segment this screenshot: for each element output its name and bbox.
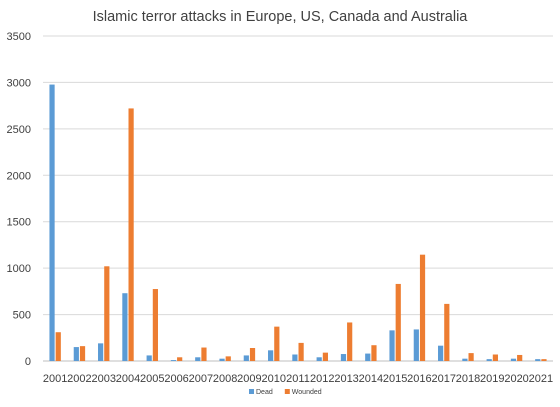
y-tick-label: 0 [25, 356, 31, 368]
y-tick-label: 3500 [7, 31, 31, 43]
bars [49, 84, 547, 362]
bar-dead-2007 [195, 357, 201, 361]
x-tick-label: 2018 [456, 373, 480, 385]
bar-dead-2019 [486, 359, 492, 361]
y-axis-ticks: 0 500 1000 1500 2000 2500 3000 3500 [7, 31, 31, 368]
bar-wounded-2002 [79, 346, 86, 361]
x-tick-label: 2006 [164, 373, 188, 385]
y-tick-label: 500 [13, 310, 31, 322]
gridlines [43, 35, 553, 362]
bar-wounded-2001 [55, 332, 61, 361]
y-tick-label: 2000 [7, 170, 31, 182]
bar-wounded-2018 [468, 353, 474, 361]
x-tick-label: 2008 [213, 373, 237, 385]
bar-wounded-2013 [347, 322, 353, 361]
bar-wounded-2011 [298, 342, 304, 361]
bar-wounded-2010 [274, 326, 280, 361]
bar-dead-2017 [438, 345, 444, 361]
x-tick-label: 2001 [43, 373, 67, 385]
bar-dead-2009 [243, 355, 249, 361]
bar-dead-2021 [535, 359, 541, 361]
bar-wounded-2005 [152, 289, 158, 361]
bar-wounded-2012 [322, 352, 328, 361]
y-tick-label: 3000 [7, 77, 31, 89]
bar-dead-2001 [49, 84, 55, 362]
bar-wounded-2015 [395, 283, 401, 361]
bar-wounded-2020 [517, 354, 523, 361]
bar-dead-2011 [292, 354, 298, 361]
x-tick-label: 2009 [237, 373, 261, 385]
x-tick-label: 2011 [286, 373, 310, 385]
x-tick-label: 2002 [67, 373, 91, 385]
x-tick-label: 2010 [261, 373, 285, 385]
x-tick-label: 2016 [407, 373, 431, 385]
bar-dead-2006 [170, 360, 177, 361]
bar-dead-2015 [389, 330, 395, 361]
bar-dead-2020 [510, 358, 517, 361]
legend-swatch-dead [249, 389, 254, 394]
x-tick-label: 2021 [529, 373, 553, 385]
legend: Dead Wounded [249, 389, 322, 396]
x-tick-label: 2003 [91, 373, 115, 385]
bar-wounded-2004 [128, 108, 134, 361]
bar-wounded-2008 [225, 356, 231, 361]
bar-wounded-2019 [492, 354, 498, 361]
bar-dead-2004 [122, 293, 128, 361]
x-tick-label: 2015 [383, 373, 407, 385]
bar-dead-2018 [462, 358, 468, 361]
x-tick-label: 2014 [359, 373, 383, 385]
bar-wounded-2009 [249, 348, 256, 361]
x-tick-label: 2005 [140, 373, 164, 385]
bar-wounded-2016 [419, 254, 426, 361]
bar-wounded-2006 [177, 357, 183, 361]
x-axis-ticks: 2001 2002 2003 2004 2005 2006 2007 2008 2009 2010… [43, 373, 553, 385]
bar-dead-2003 [98, 343, 104, 361]
y-tick-label: 1500 [7, 217, 31, 229]
bar-wounded-2017 [444, 303, 450, 361]
bar-dead-2016 [413, 329, 419, 361]
x-tick-label: 2004 [116, 373, 140, 385]
y-tick-label: 2500 [7, 124, 31, 136]
legend-label-wounded: Wounded [292, 389, 322, 396]
bar-wounded-2014 [371, 345, 377, 361]
bar-dead-2008 [219, 358, 225, 361]
bar-dead-2013 [340, 354, 347, 361]
x-tick-label: 2007 [189, 373, 213, 385]
y-tick-label: 1000 [7, 263, 31, 275]
x-tick-label: 2012 [310, 373, 334, 385]
bar-dead-2002 [73, 347, 79, 361]
legend-label-dead: Dead [256, 389, 273, 396]
bar-dead-2005 [146, 355, 152, 361]
chart-title: Islamic terror attacks in Europe, US, Ca… [93, 9, 469, 25]
bar-dead-2010 [268, 350, 274, 361]
bar-wounded-2021 [541, 359, 547, 361]
x-tick-label: 2020 [504, 373, 528, 385]
x-tick-label: 2013 [334, 373, 358, 385]
x-tick-label: 2019 [480, 373, 504, 385]
bar-dead-2014 [365, 353, 371, 361]
bar-wounded-2003 [104, 266, 110, 361]
x-tick-label: 2017 [431, 373, 455, 385]
legend-swatch-wounded [284, 389, 290, 394]
bar-dead-2012 [316, 357, 322, 361]
bar-wounded-2007 [201, 347, 207, 361]
